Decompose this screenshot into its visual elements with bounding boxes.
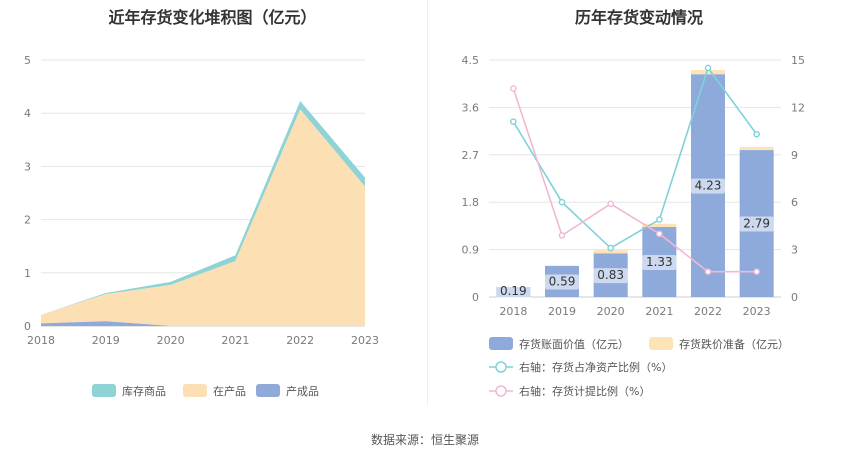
line-point bbox=[607, 200, 614, 208]
bar-label-bg bbox=[593, 268, 628, 284]
x-tick-label: 2023 bbox=[743, 305, 771, 318]
bar-存货跌价准备（亿元） bbox=[642, 223, 677, 227]
x-tick-label: 2020 bbox=[157, 334, 185, 347]
y-right-tick-label: 0 bbox=[791, 291, 798, 304]
y-left-tick-label: 3.6 bbox=[462, 101, 480, 114]
y-left-tick-label: 1.8 bbox=[462, 196, 480, 209]
bar-label-bg bbox=[739, 216, 774, 232]
line-point bbox=[656, 216, 663, 223]
x-tick-label: 2023 bbox=[351, 334, 379, 347]
bar-label-bg bbox=[691, 178, 725, 194]
bar-存货跌价准备（亿元） bbox=[545, 265, 579, 266]
legend-label: 右轴：存货计提比例（%） bbox=[519, 384, 650, 398]
x-tick-label: 2019 bbox=[92, 334, 120, 347]
y-right-tick-label: 6 bbox=[791, 196, 798, 209]
y-left-tick-label: 0.9 bbox=[462, 244, 480, 257]
x-tick-label: 2021 bbox=[645, 305, 673, 318]
stacked-area-chart-panel: 近年存货变化堆积图（亿元） 0 1 2 3 4 5 2018 2019 2020 2021 2022… bbox=[0, 0, 425, 410]
y-tick-label: 0 bbox=[24, 320, 31, 333]
bar-存货跌价准备（亿元） bbox=[739, 146, 774, 151]
line-point bbox=[510, 85, 517, 92]
y-left-tick-label: 0 bbox=[472, 291, 479, 304]
x-tick-label: 2022 bbox=[694, 305, 722, 318]
line-point bbox=[558, 198, 566, 206]
panel-divider bbox=[427, 0, 428, 405]
bar-value-label: 0.83 bbox=[597, 268, 624, 282]
y-left-tick-label: 4.5 bbox=[462, 54, 480, 67]
legend-swatch bbox=[256, 384, 280, 397]
line-point bbox=[607, 244, 614, 252]
legend-label: 存货跌价准备（亿元） bbox=[679, 337, 789, 351]
bar-value-label: 2.79 bbox=[743, 217, 770, 231]
legend-marker bbox=[495, 385, 507, 397]
line-point bbox=[753, 130, 760, 138]
line-point bbox=[656, 230, 663, 238]
bar-label-bg bbox=[545, 274, 579, 290]
y-left-tick-label: 2.7 bbox=[462, 149, 480, 162]
y-right-tick-label: 9 bbox=[791, 149, 798, 162]
y-tick-label: 4 bbox=[24, 107, 31, 120]
legend-swatch bbox=[649, 337, 673, 350]
bar-存货跌价准备（亿元） bbox=[593, 250, 628, 254]
y-right-tick-label: 3 bbox=[791, 244, 798, 257]
x-tick-label: 2018 bbox=[27, 334, 55, 347]
line-point bbox=[753, 268, 760, 276]
inventory-bar-chart-panel: 历年存货变动情况 0 0.9 1.8 2.7 3.6 4.5 0 3 6 9 12 15 2018 201… bbox=[428, 0, 850, 410]
y-tick-label: 1 bbox=[24, 267, 31, 280]
line-point bbox=[704, 268, 712, 276]
left-chart-title: 近年存货变化堆积图（亿元） bbox=[108, 8, 317, 27]
bar-label-bg bbox=[496, 284, 531, 299]
bar-value-label: 1.33 bbox=[646, 255, 673, 269]
line-point bbox=[558, 232, 566, 239]
x-tick-label: 2021 bbox=[221, 334, 249, 347]
bar-value-label: 0.19 bbox=[500, 284, 527, 298]
line-point bbox=[704, 64, 712, 72]
y-right-tick-label: 12 bbox=[791, 101, 805, 114]
stacked-area-chart: 0 1 2 3 4 5 2018 2019 2020 2021 2022 2023 库存商品 在产品 产成品 bbox=[24, 54, 379, 398]
line-右轴：存货计提比例（%） bbox=[512, 88, 757, 273]
legend-label: 库存商品 bbox=[122, 384, 166, 398]
legend-label: 右轴：存货占净资产比例（%） bbox=[519, 360, 672, 374]
y-tick-label: 3 bbox=[24, 160, 31, 173]
x-tick-label: 2018 bbox=[499, 305, 527, 318]
area-在产品 bbox=[41, 109, 365, 326]
bar-value-label: 0.59 bbox=[549, 274, 576, 288]
area-库存商品 bbox=[41, 100, 365, 315]
legend-label: 在产品 bbox=[213, 384, 246, 398]
x-tick-label: 2020 bbox=[597, 305, 625, 318]
legend-swatch bbox=[92, 384, 116, 397]
data-source-label: 数据来源：恒生聚源 bbox=[370, 433, 479, 447]
line-point bbox=[510, 118, 517, 125]
area-产成品 bbox=[41, 321, 365, 326]
y-tick-label: 2 bbox=[24, 214, 31, 227]
legend-swatch bbox=[489, 337, 513, 350]
legend-label: 存货账面价值（亿元） bbox=[519, 337, 629, 351]
inventory-bar-line-chart: 0 0.9 1.8 2.7 3.6 4.5 0 3 6 9 12 15 2018 2019 2020 2021… bbox=[462, 54, 806, 398]
legend-marker bbox=[495, 361, 507, 373]
bar-label-bg bbox=[642, 254, 677, 270]
y-right-tick-label: 15 bbox=[791, 54, 805, 67]
bar-value-label: 4.23 bbox=[695, 179, 722, 193]
bar-存货跌价准备（亿元） bbox=[691, 70, 725, 75]
legend-label: 产成品 bbox=[286, 384, 319, 398]
right-chart-title: 历年存货变动情况 bbox=[574, 8, 703, 27]
x-tick-label: 2022 bbox=[286, 334, 314, 347]
legend-swatch bbox=[183, 384, 207, 397]
line-右轴：存货占净资产比例（%） bbox=[512, 66, 758, 250]
x-tick-label: 2019 bbox=[548, 305, 576, 318]
y-tick-label: 5 bbox=[24, 54, 31, 67]
